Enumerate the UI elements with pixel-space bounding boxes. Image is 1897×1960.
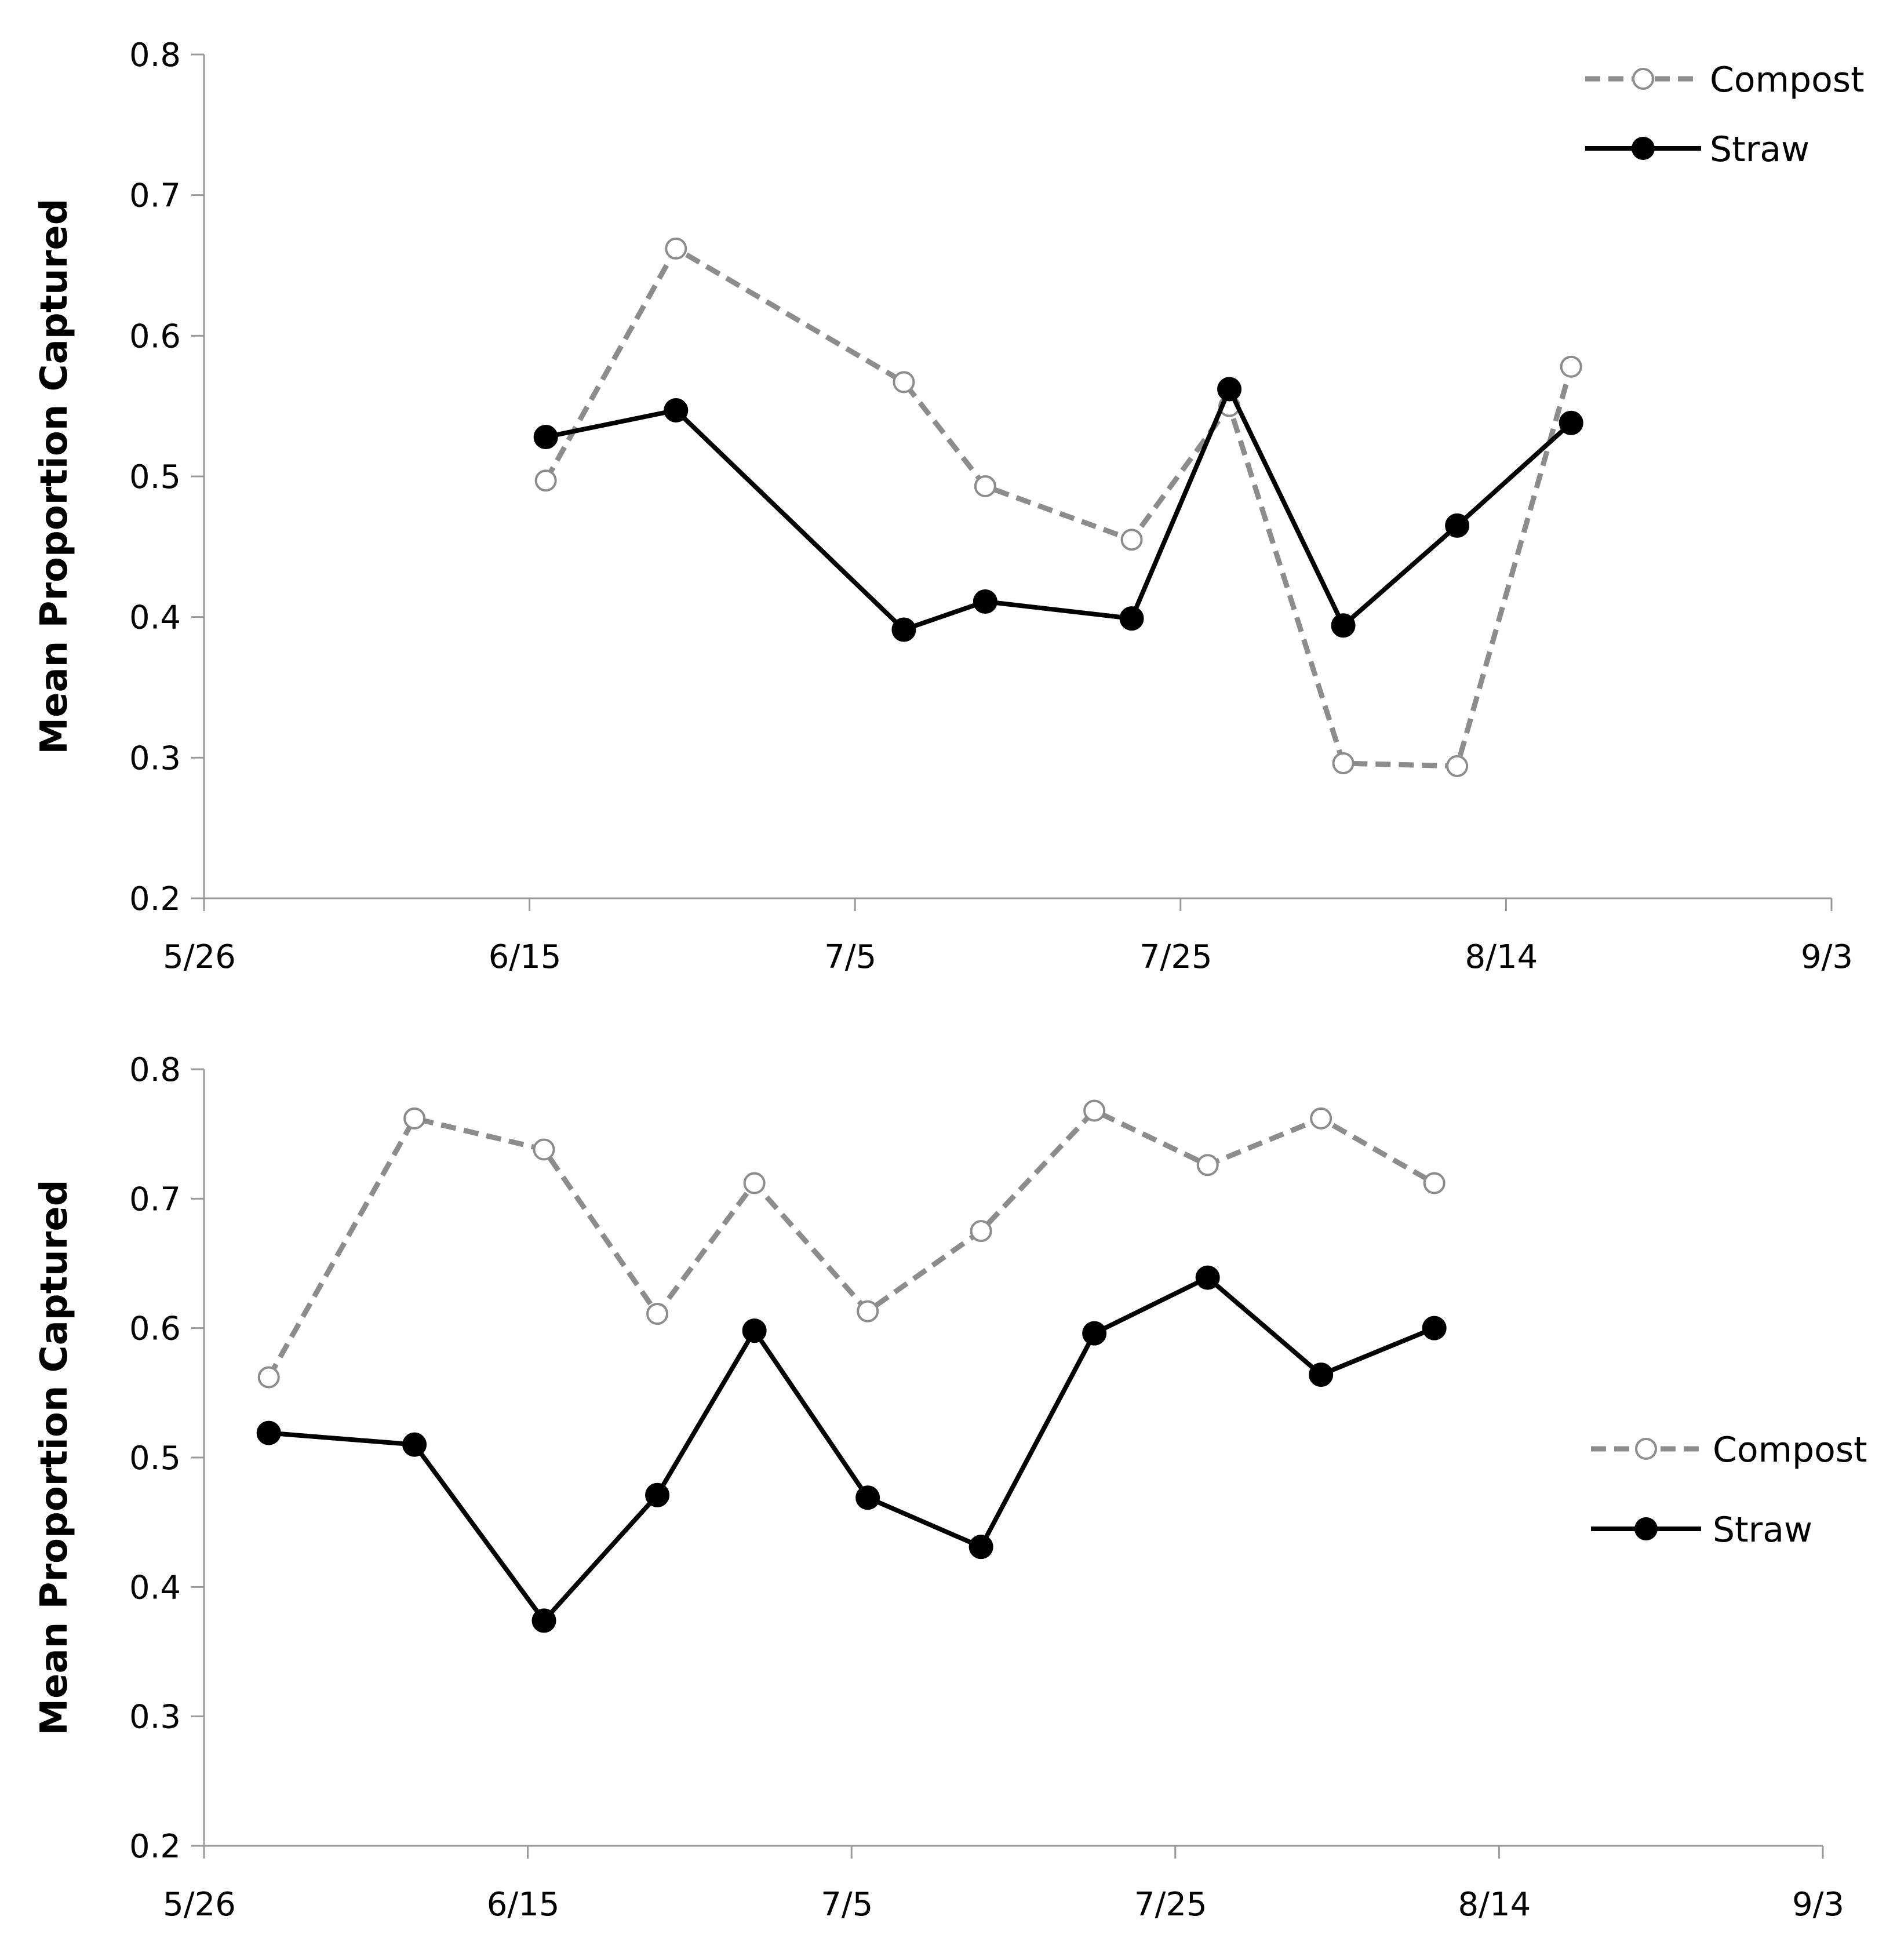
data-point-straw (256, 1420, 281, 1445)
chart-panel-1: 0.2 0.3 0.4 0.5 0.6 0.7 0.8 5/26 6/15 7/5 7/25 8/14… (33, 37, 1865, 976)
data-point-straw (1559, 410, 1583, 435)
x-tick-label: 9/3 (1792, 1886, 1844, 1923)
x-tick-label: 6/15 (487, 1886, 560, 1923)
y-tick-label: 0.7 (129, 177, 181, 215)
y-tick-label: 0.8 (129, 1051, 181, 1089)
legend-label-compost: Compost (1713, 1430, 1867, 1470)
x-tick-label: 5/26 (163, 1886, 236, 1923)
data-point-compost (1446, 755, 1469, 777)
data-point-compost (743, 1172, 766, 1194)
data-point-straw (968, 1535, 993, 1560)
data-point-compost (974, 475, 996, 497)
data-point-straw (973, 589, 997, 614)
data-point-straw (1445, 513, 1470, 538)
data-point-compost (1423, 1172, 1445, 1194)
data-point-straw (1119, 606, 1144, 631)
data-point-straw (533, 425, 558, 450)
data-point-compost (970, 1220, 992, 1243)
data-point-compost (646, 1303, 669, 1325)
data-point-compost (857, 1300, 879, 1323)
legend-label-compost: Compost (1710, 60, 1865, 100)
data-point-straw (1422, 1316, 1447, 1340)
y-tick-label: 0.7 (129, 1181, 181, 1218)
x-tick-label: 7/5 (821, 1886, 873, 1923)
data-point-straw (891, 617, 916, 642)
x-tick-label: 8/14 (1458, 1886, 1531, 1923)
chart-panel-2: 0.2 0.3 0.4 0.5 0.6 0.7 0.8 5/26 6/15 7/5 7/25 8/14… (33, 1051, 1867, 1923)
x-tick-label: 7/25 (1134, 1886, 1207, 1923)
x-tick-label: 7/5 (824, 938, 876, 976)
y-tick-label: 0.5 (129, 458, 181, 496)
data-point-compost (1083, 1099, 1106, 1122)
legend-label-straw: Straw (1710, 129, 1809, 170)
data-point-compost (1196, 1154, 1219, 1176)
data-point-compost (257, 1366, 280, 1389)
y-tick-label: 0.2 (129, 880, 181, 918)
legend-marker-straw (1632, 137, 1655, 160)
data-point-compost (1120, 529, 1143, 551)
legend-marker-straw (1634, 1517, 1658, 1540)
data-point-compost (533, 1138, 555, 1161)
y-tick-label: 0.4 (129, 1569, 181, 1606)
data-point-straw (664, 398, 689, 422)
data-point-straw (402, 1432, 427, 1457)
data-point-compost (1310, 1107, 1332, 1130)
y-tick-label: 0.8 (129, 37, 181, 74)
data-point-straw (645, 1482, 670, 1507)
data-point-compost (893, 371, 915, 394)
y-tick-label: 0.4 (129, 599, 181, 637)
data-point-compost (1560, 355, 1582, 378)
data-point-straw (855, 1485, 880, 1510)
y-tick-label: 0.5 (129, 1440, 181, 1477)
legend-label-straw: Straw (1713, 1510, 1812, 1550)
y-tick-label: 0.3 (129, 1699, 181, 1736)
x-tick-label: 9/3 (1801, 938, 1853, 976)
y-tick-label: 0.6 (129, 318, 181, 355)
x-tick-label: 6/15 (489, 938, 562, 976)
data-point-straw (1309, 1362, 1334, 1387)
y-tick-label: 0.6 (129, 1310, 181, 1348)
data-point-straw (531, 1608, 556, 1633)
data-point-straw (742, 1318, 767, 1343)
x-tick-label: 8/14 (1465, 938, 1538, 976)
y-tick-label: 0.3 (129, 739, 181, 777)
x-tick-label: 7/25 (1139, 938, 1213, 976)
data-point-compost (665, 237, 687, 260)
y-axis-title: Mean Proportion Captured (33, 198, 76, 754)
y-tick-label: 0.2 (129, 1828, 181, 1866)
data-point-straw (1217, 377, 1242, 402)
series-line-straw (268, 1275, 1436, 1623)
y-axis-title: Mean Proportion Captured (33, 1179, 76, 1735)
series-line-compost (266, 1107, 1436, 1379)
data-point-compost (1332, 752, 1355, 775)
data-point-straw (1195, 1265, 1220, 1290)
data-point-straw (1331, 613, 1356, 638)
series-line-compost (543, 246, 1574, 769)
x-tick-label: 5/26 (163, 938, 236, 976)
data-point-compost (534, 469, 557, 492)
series-line-straw (545, 387, 1573, 632)
data-point-straw (1082, 1321, 1107, 1346)
legend-marker-compost (1632, 68, 1654, 90)
legend-marker-compost (1635, 1438, 1657, 1460)
data-point-compost (403, 1107, 426, 1130)
